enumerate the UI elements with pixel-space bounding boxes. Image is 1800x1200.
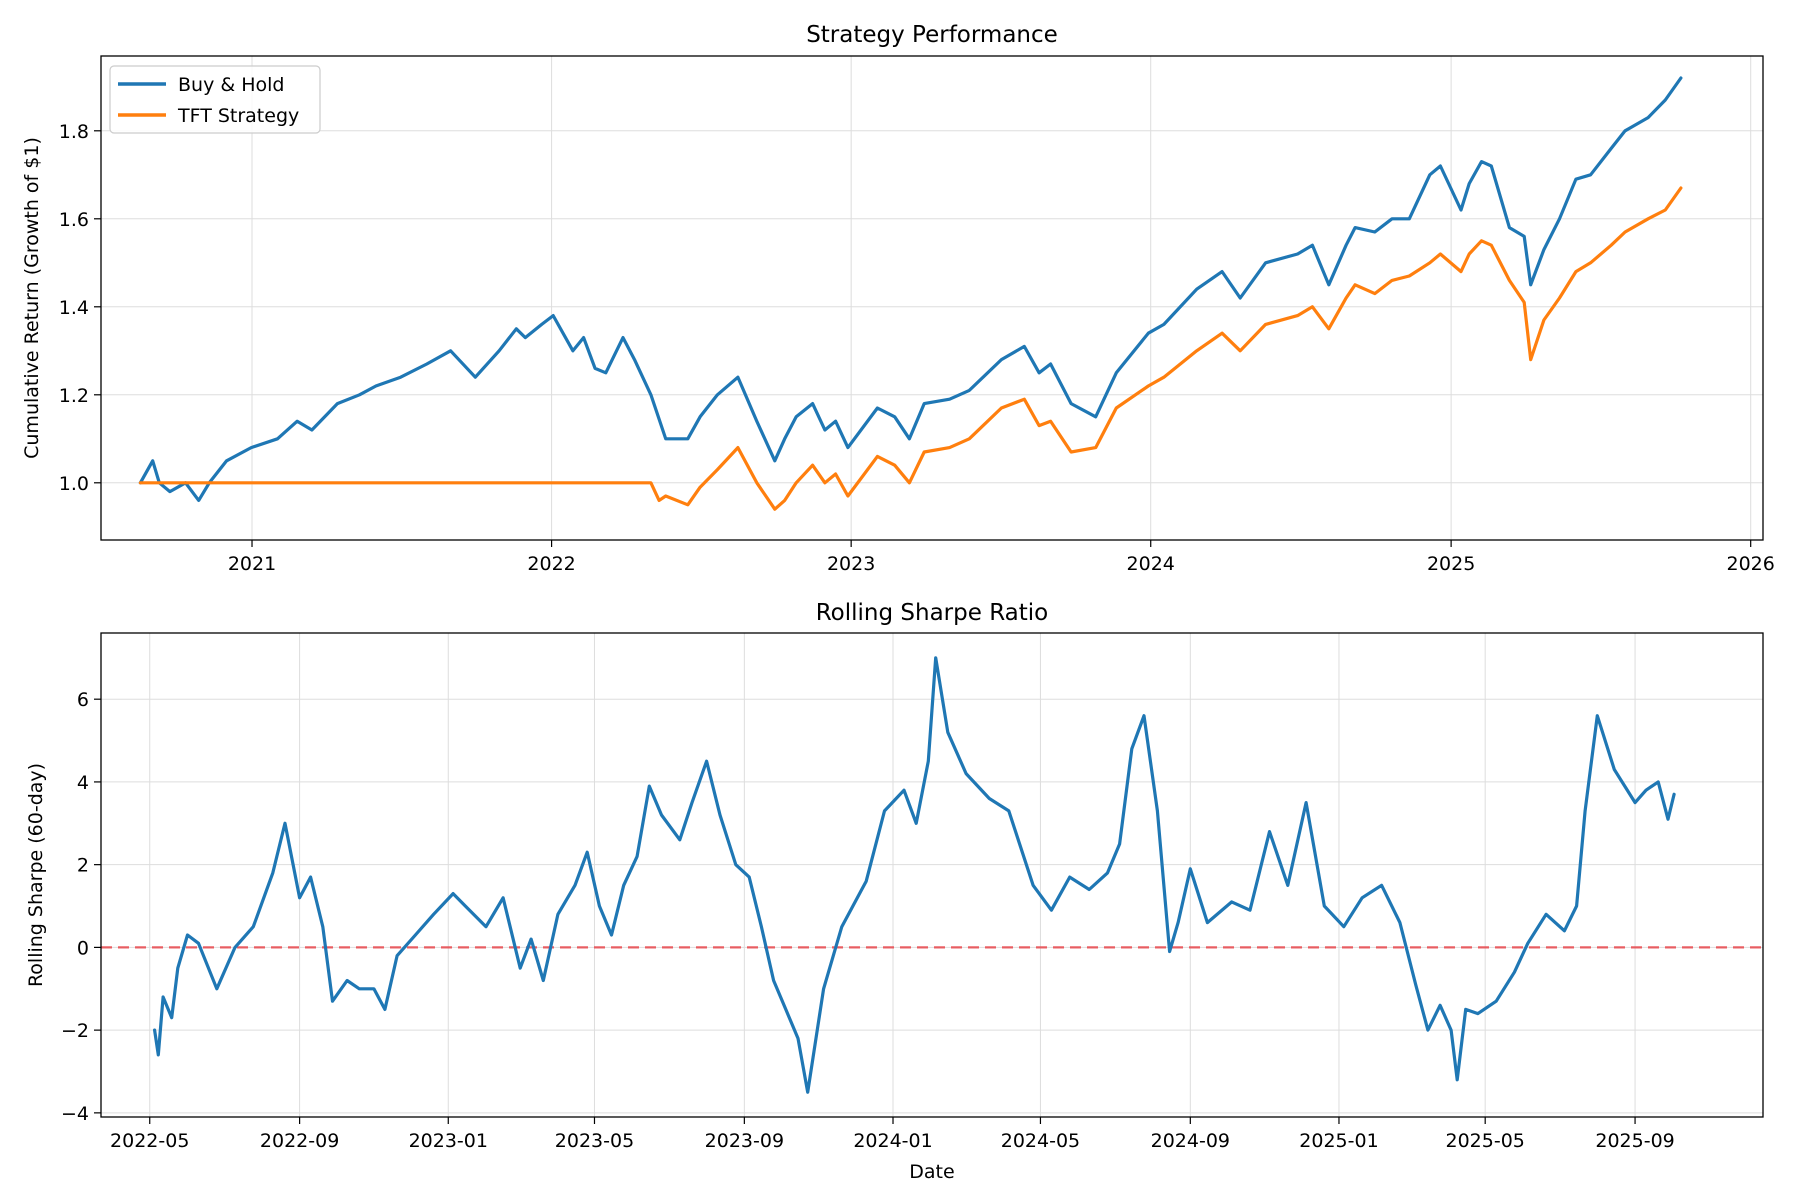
rolling-sharpe-chart: Rolling Sharpe Ratio 2022-05 2022-09 2023-… (25, 600, 1764, 1183)
series-lines (153, 656, 1676, 1094)
x-tick-label: 2024-09 (1151, 1130, 1230, 1152)
x-tick-label: 2024 (1127, 553, 1175, 575)
y-tick-label: 1.8 (59, 121, 89, 143)
x-tick-label: 2025-05 (1445, 1130, 1524, 1152)
plot-frame (100, 55, 1764, 541)
buy-hold-line (138, 76, 1683, 502)
plot-frame (100, 632, 1764, 1118)
x-tick-label: 2025 (1427, 553, 1475, 575)
x-tick-label: 2025-09 (1595, 1130, 1674, 1152)
x-tick-label: 2022 (527, 553, 575, 575)
y-axis-label: Rolling Sharpe (60-day) (25, 763, 47, 987)
x-tick-label: 2022-05 (110, 1130, 189, 1152)
x-tick-label: 2023-09 (705, 1130, 784, 1152)
y-tick-label: 1.0 (59, 473, 89, 495)
x-axis-label: Date (909, 1161, 954, 1183)
y-tick-label: 1.2 (59, 385, 89, 407)
x-tick-label: 2022-09 (260, 1130, 339, 1152)
x-tick-label: 2023-01 (409, 1130, 488, 1152)
legend-label-buy-hold: Buy & Hold (178, 74, 284, 96)
y-tick-label: −4 (61, 1103, 89, 1125)
x-tick-label: 2026 (1727, 553, 1775, 575)
x-tick-label: 2025-01 (1299, 1130, 1378, 1152)
series-line (153, 656, 1676, 1094)
legend-label-tft-strategy: TFT Strategy (177, 105, 299, 127)
legend: Buy & Hold TFT Strategy (109, 65, 321, 134)
y-tick-label: −2 (61, 1020, 89, 1042)
x-tick-label: 2024-05 (1001, 1130, 1080, 1152)
x-tick-label: 2023-05 (555, 1130, 634, 1152)
y-tick-label: 1.6 (59, 209, 89, 231)
x-tick-label: 2023 (827, 553, 875, 575)
y-tick-label: 4 (77, 772, 89, 794)
chart-title: Rolling Sharpe Ratio (816, 600, 1049, 626)
tick-labels: 2021 2022 2023 2024 2025 2026 1.0 1.2 1.4 1.6 1.8 (59, 121, 1775, 575)
y-axis-label: Cumulative Return (Growth of $1) (21, 137, 43, 459)
chart-title: Strategy Performance (806, 22, 1058, 48)
strategy-performance-chart: Strategy Performance 2021 2022 2023 2024 202… (21, 22, 1775, 575)
x-tick-label: 2024-01 (853, 1130, 932, 1152)
tft-strategy-line (138, 186, 1683, 511)
y-tick-label: 2 (77, 855, 89, 877)
y-tick-label: 6 (77, 689, 89, 711)
x-tick-label: 2021 (228, 553, 276, 575)
series-lines (138, 76, 1683, 511)
tick-labels: 2022-05 2022-09 2023-01 2023-05 2023-09 2024-… (61, 689, 1675, 1152)
grid (101, 56, 1763, 540)
y-tick-label: 0 (77, 937, 89, 959)
y-tick-label: 1.4 (59, 297, 89, 319)
